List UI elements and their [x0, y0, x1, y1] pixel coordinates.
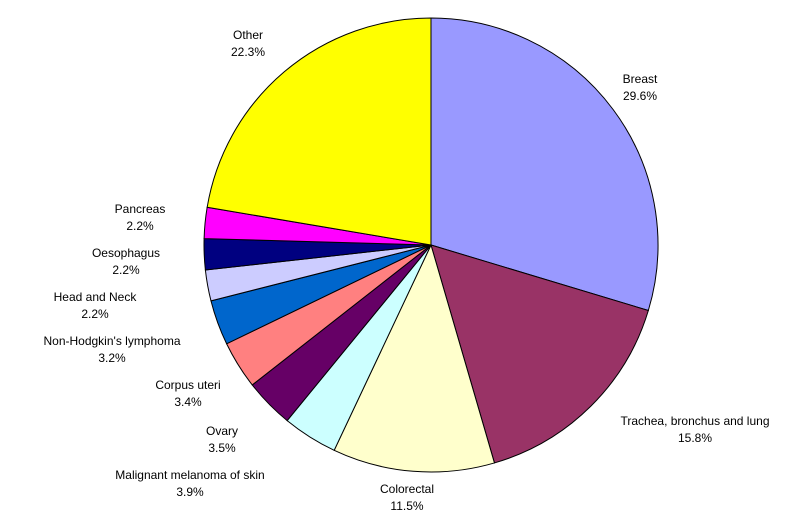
value-label: 2.2%: [81, 307, 109, 321]
value-label: 15.8%: [678, 431, 712, 445]
pie-slice: [430, 244, 649, 464]
value-label: 3.2%: [98, 351, 126, 365]
value-label: 3.4%: [174, 395, 202, 409]
value-label: 22.3%: [231, 45, 265, 59]
slice-label: Other: [233, 28, 263, 42]
slice-label: Breast: [623, 72, 658, 86]
slice-label: Non-Hodgkin's lymphoma: [43, 334, 180, 348]
value-label: 2.2%: [112, 263, 140, 277]
pie-slice: [206, 17, 432, 246]
slice-label: Oesophagus: [92, 246, 160, 260]
value-label: 29.6%: [623, 89, 657, 103]
value-label: 3.5%: [208, 441, 236, 455]
slice-label: Ovary: [206, 424, 238, 438]
slice-label: Trachea, bronchus and lung: [621, 414, 770, 428]
slice-label: Colorectal: [380, 482, 434, 496]
value-label: 3.9%: [176, 485, 204, 499]
slice-label: Pancreas: [115, 202, 166, 216]
slice-label: Corpus uteri: [155, 378, 220, 392]
pie-slice: [333, 243, 496, 473]
slice-label: Malignant melanoma of skin: [115, 468, 264, 482]
pie-slice: [430, 17, 659, 312]
value-label: 11.5%: [390, 499, 423, 513]
slice-label: Head and Neck: [54, 290, 138, 304]
value-label: 2.2%: [126, 219, 154, 233]
